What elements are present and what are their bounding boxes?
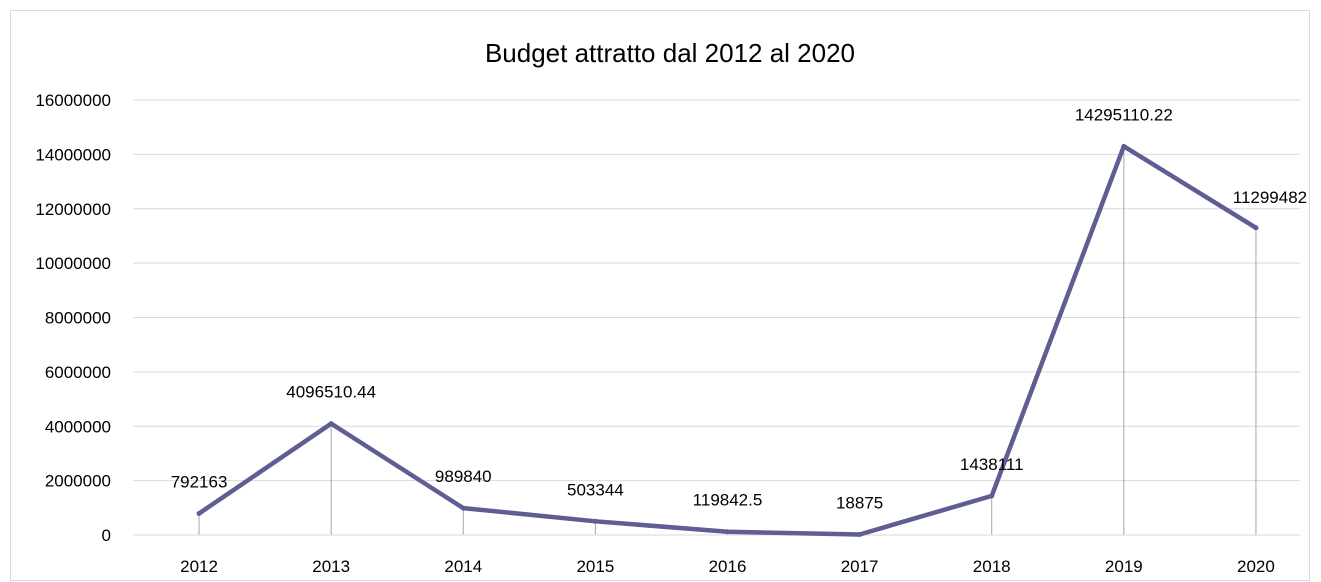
chart-title: Budget attratto dal 2012 al 2020 (484, 38, 856, 68)
y-tick-label: 10000000 (35, 254, 111, 273)
data-label: 11299482 (1233, 188, 1307, 207)
y-tick-label: 14000000 (35, 145, 111, 164)
data-label: 14295110.22 (1075, 105, 1173, 124)
x-tick-label: 2015 (576, 557, 614, 576)
data-label: 18875 (836, 493, 883, 512)
data-label: 989840 (435, 467, 492, 486)
y-tick-label: 8000000 (45, 309, 111, 328)
data-point (1253, 225, 1259, 231)
x-tick-label: 2019 (1105, 557, 1143, 576)
drop-lines (198, 146, 1257, 535)
series-layer (196, 143, 1259, 537)
x-tick-label: 2020 (1237, 557, 1275, 576)
series-line (196, 144, 1259, 537)
chart-frame (10, 10, 1310, 581)
x-axis-tick-labels: 2012 2013 2014 2015 2016 2017 2018 2019 2020 (180, 557, 1275, 576)
x-tick-label: 2016 (709, 557, 747, 576)
data-point (592, 518, 598, 524)
x-tick-label: 2012 (180, 557, 218, 576)
x-tick-label: 2018 (973, 557, 1011, 576)
data-point (196, 510, 202, 516)
y-axis-tick-labels: 0 2000000 4000000 6000000 8000000 10000000 120… (35, 91, 111, 545)
y-tick-label: 6000000 (45, 363, 111, 382)
data-point (989, 493, 995, 499)
data-point (857, 531, 863, 537)
data-label: 503344 (567, 480, 624, 499)
y-tick-label: 4000000 (45, 417, 111, 436)
gridlines (133, 99, 1300, 482)
data-labels: 792163 4096510.44 989840 503344 119842.5 1887… (171, 105, 1307, 512)
x-tick-label: 2013 (312, 557, 350, 576)
data-label: 4096510.44 (286, 383, 376, 402)
data-label: 1438111 (960, 455, 1024, 474)
data-point (725, 529, 730, 535)
data-point (328, 421, 334, 427)
x-tick-label: 2014 (444, 557, 482, 576)
y-tick-label: 16000000 (35, 91, 111, 110)
y-tick-label: 12000000 (35, 200, 111, 219)
x-tick-label: 2017 (841, 557, 879, 576)
data-label: 119842.5 (693, 491, 763, 510)
y-tick-label: 0 (102, 526, 111, 545)
y-tick-label: 2000000 (45, 472, 111, 491)
data-point (460, 505, 466, 511)
data-point (1121, 143, 1127, 149)
data-label: 792163 (171, 472, 228, 491)
